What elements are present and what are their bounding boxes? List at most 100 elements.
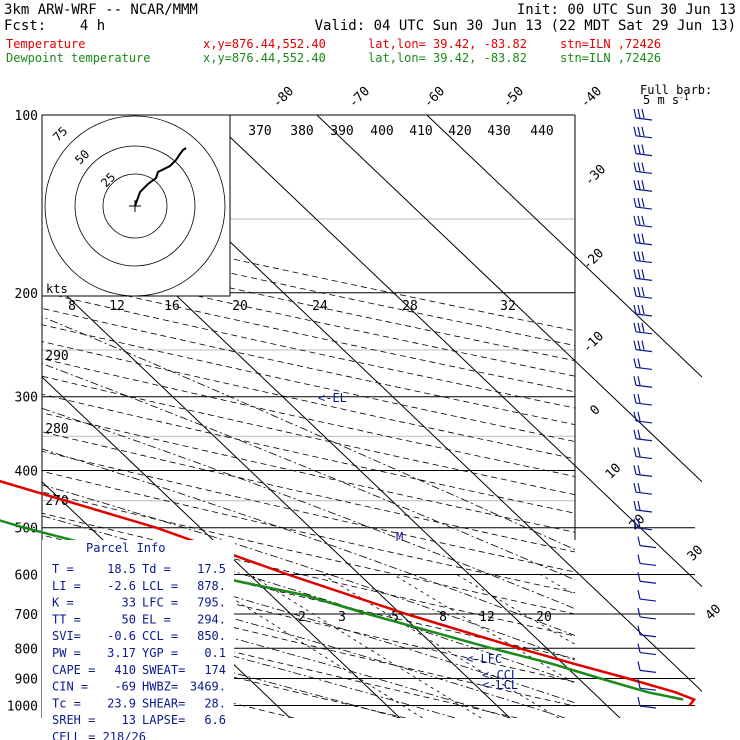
wind-barb — [633, 180, 653, 192]
hodograph: 75 50 25 kts — [41, 114, 231, 297]
pressure-label-600: 600 — [15, 568, 38, 583]
parcel-info-cell: -2.6 — [107, 579, 136, 593]
pressure-label-100: 100 — [15, 109, 38, 124]
parcel-info-title: Parcel Info — [86, 541, 165, 555]
hodograph-speed-labels: 8 12 16 20 24 28 32 — [68, 299, 516, 314]
parcel-info-cell: TT = — [52, 612, 81, 626]
wind-barb — [633, 376, 653, 388]
pressure-label-200: 200 — [15, 287, 38, 302]
wind-barb — [637, 554, 657, 567]
parcel-info-cell: 850. — [197, 629, 226, 643]
parcel-info-cell: SVI= — [52, 629, 81, 643]
wind-barb — [633, 162, 653, 175]
temperature-station: stn=ILN ,72426 — [560, 37, 661, 51]
isotherm-label--60: -60 — [421, 84, 448, 111]
wind-barb — [637, 589, 657, 602]
wind-barb — [633, 108, 653, 121]
wind-barb — [637, 643, 657, 656]
moist-adiabat-10 — [42, 542, 575, 704]
parcel-info-cell: 0.1 — [204, 646, 226, 660]
parcel-info-background — [42, 540, 234, 718]
wind-barb — [633, 144, 653, 157]
theta-label-440: 440 — [530, 124, 553, 139]
wind-barb — [637, 625, 657, 638]
parcel-info-cell: LFC = — [142, 596, 178, 610]
isotherm-label--40: -40 — [578, 84, 605, 111]
hodograph-trace — [134, 147, 187, 207]
valid-time: Valid: 04 UTC Sun 30 Jun 13 (22 MDT Sat … — [315, 18, 736, 34]
wind-barb — [633, 304, 653, 317]
wind-barb — [633, 483, 653, 495]
parcel-info-cell: Tc = — [52, 696, 81, 710]
dewpoint-xy: x,y=876.44,552.40 — [203, 51, 326, 65]
mixing-ratio-3 — [249, 574, 482, 718]
theta-label-400: 400 — [370, 124, 393, 139]
isotherm-30 — [206, 115, 702, 588]
mixing-ratio-5 — [322, 574, 559, 718]
parcel-info-cell: 410 — [114, 663, 136, 677]
parcel-info-cell: LAPSE= — [142, 713, 185, 727]
moist-adiabat-25 — [42, 448, 575, 636]
hodograph-speed-label-16: 16 — [164, 299, 180, 314]
parcel-info-cell: Td = — [142, 562, 171, 576]
wind-barb — [633, 429, 653, 442]
wind-legend-line1: Full barb: — [640, 83, 712, 97]
wind-barb — [633, 500, 653, 513]
parcel-info-cell: CELL = 218/26 — [52, 730, 146, 740]
parcel-info-cell: YGP = — [142, 646, 178, 660]
wind-barb — [633, 518, 653, 531]
mixing-ratio-label-20: 20 — [536, 610, 552, 625]
parcel-info-cell: SWEAT= — [142, 663, 185, 677]
moist-adiabat-15 — [42, 515, 575, 684]
wind-barbs — [633, 108, 657, 709]
mixing-ratio-label-2: 2 — [298, 610, 306, 625]
theta-label-390: 390 — [330, 124, 353, 139]
isotherm-label-0: 0 — [587, 402, 603, 418]
parcel-info-cell: 294. — [197, 612, 226, 626]
parcel-info-cell: 13 — [122, 713, 136, 727]
parcel-info-cell: EL = — [142, 612, 171, 626]
parcel-info-cell: 50 — [122, 612, 136, 626]
parcel-info-cell: PW = — [52, 646, 81, 660]
wind-barb — [633, 358, 653, 371]
parcel-info-cell: 795. — [197, 596, 226, 610]
parcel-info-cell: K = — [52, 596, 74, 610]
mixing-ratio-labels: 2 3 5 8 12 20 — [298, 610, 552, 625]
level-markers: <-EL M <-LFC <-CCL <-LCL — [318, 391, 518, 692]
dewpoint-latlon: lat,lon= 39.42, -83.82 — [368, 51, 527, 65]
pressure-label-900: 900 — [15, 672, 38, 687]
lcl-marker: <-LCL — [482, 678, 518, 692]
hodograph-speed-label-24: 24 — [312, 299, 328, 314]
wind-barb — [633, 447, 653, 460]
mixing-ratio-label-3: 3 — [338, 610, 346, 625]
dry-adiabat-440 — [42, 276, 575, 393]
temperature-legend-label: Temperature — [6, 37, 85, 51]
theta-label-280: 280 — [45, 422, 68, 437]
parcel-info-cell: LI = — [52, 579, 81, 593]
isotherm-label--80: -80 — [270, 84, 297, 111]
parcel-info-rows: T = 18.5 Td = 17.5 LI = -2.6 LCL = 878. K = 33 LFC… — [52, 562, 226, 740]
parcel-info-cell: CCL = — [142, 629, 178, 643]
theta-label-290: 290 — [45, 349, 68, 364]
mixing-ratio-8 — [392, 574, 575, 684]
parcel-info-cell: 878. — [197, 579, 226, 593]
parcel-info-cell: 3.17 — [107, 646, 136, 660]
wind-barb — [633, 322, 653, 335]
parcel-info-cell: 18.5 — [107, 562, 136, 576]
isotherm-40 — [316, 115, 702, 483]
mixing-ratio-label-12: 12 — [479, 610, 495, 625]
parcel-info-cell: 33 — [122, 596, 136, 610]
parcel-info-cell: 6.6 — [204, 713, 226, 727]
wind-barb — [637, 607, 657, 620]
dewpoint-profile — [0, 519, 684, 701]
theta-labels: 370 380 390 400 410 420 430 440 290 280 270 — [45, 124, 553, 509]
isotherm-label--70: -70 — [346, 84, 373, 111]
pressure-label-1000: 1000 — [7, 699, 38, 714]
temperature-latlon: lat,lon= 39.42, -83.82 — [368, 37, 527, 51]
dewpoint-legend-label: Dewpoint temperature — [6, 51, 151, 65]
hodograph-speed-label-28: 28 — [402, 299, 418, 314]
wind-barb — [637, 696, 657, 709]
isotherm-label--50: -50 — [500, 84, 527, 111]
parcel-info-cell: -69 — [114, 680, 136, 694]
